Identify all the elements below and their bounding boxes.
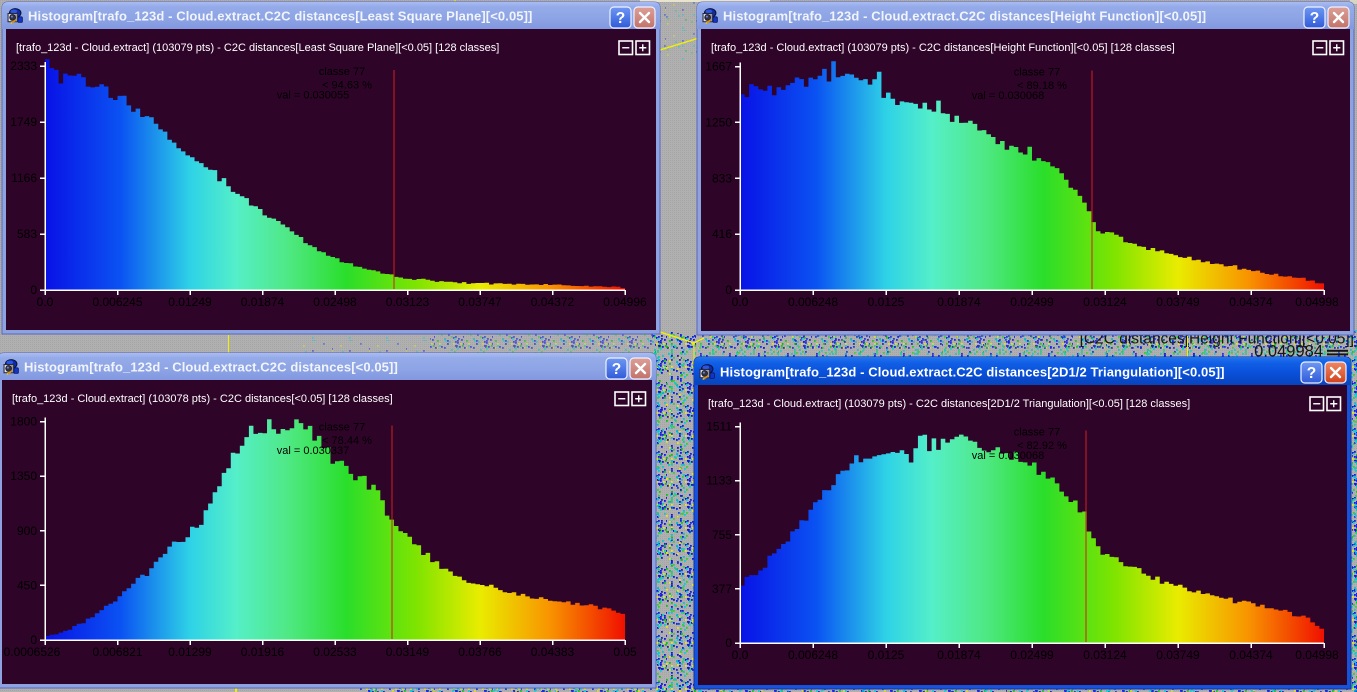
svg-text:0.01249: 0.01249	[168, 295, 212, 309]
svg-text:0.03749: 0.03749	[1156, 648, 1200, 662]
svg-text:0.0006526: 0.0006526	[4, 645, 61, 659]
svg-text:0.0125: 0.0125	[868, 648, 905, 662]
svg-text:0.01874: 0.01874	[937, 295, 981, 309]
svg-text:0.006821: 0.006821	[92, 645, 142, 659]
svg-text:?: ?	[612, 361, 621, 378]
svg-text:450: 450	[17, 578, 37, 592]
svg-text:[trafo_123d - Cloud.extract] (: [trafo_123d - Cloud.extract] (103078 pts…	[12, 393, 393, 405]
svg-text:Histogram[trafo_123d - Cloud.e: Histogram[trafo_123d - Cloud.extract.C2C…	[723, 9, 1206, 24]
svg-text:val = 0.030337: val = 0.030337	[277, 445, 349, 457]
svg-text:Histogram[trafo_123d - Cloud.e: Histogram[trafo_123d - Cloud.extract.C2C…	[24, 360, 398, 375]
svg-text:0.03123: 0.03123	[386, 295, 430, 309]
svg-text:1166: 1166	[11, 171, 37, 185]
svg-text:0.006248: 0.006248	[788, 648, 838, 662]
svg-text:0: 0	[30, 283, 37, 297]
svg-text:1667: 1667	[705, 60, 732, 74]
svg-text:1250: 1250	[705, 115, 732, 129]
svg-text:1511: 1511	[706, 420, 732, 434]
svg-text:< 94.63 %: < 94.63 %	[322, 80, 372, 92]
svg-text:0: 0	[725, 636, 732, 650]
svg-text:?: ?	[1310, 10, 1319, 27]
svg-text:0.03749: 0.03749	[1156, 295, 1200, 309]
svg-text:416: 416	[712, 227, 732, 241]
svg-text:0: 0	[30, 633, 37, 647]
svg-text:val = 0.030055: val = 0.030055	[277, 90, 349, 102]
svg-text:1800: 1800	[10, 415, 37, 429]
svg-text:0.03766: 0.03766	[458, 645, 502, 659]
svg-text:0.05: 0.05	[613, 645, 637, 659]
svg-text:0.04372: 0.04372	[531, 295, 575, 309]
svg-text:< 89.18 %: < 89.18 %	[1017, 80, 1067, 92]
svg-text:0.02499: 0.02499	[1010, 648, 1054, 662]
svg-text:1133: 1133	[706, 474, 732, 488]
svg-text:2333: 2333	[10, 59, 37, 73]
svg-text:classe 77: classe 77	[1014, 67, 1060, 79]
svg-text:[trafo_123d - Cloud.extract] (: [trafo_123d - Cloud.extract] (103079 pts…	[708, 398, 1190, 410]
svg-text:0.04383: 0.04383	[531, 645, 575, 659]
svg-text:classe 77: classe 77	[319, 422, 365, 434]
svg-text:val = 0.030068: val = 0.030068	[972, 450, 1044, 462]
svg-text:0.006248: 0.006248	[788, 295, 838, 309]
svg-text:?: ?	[1307, 365, 1316, 382]
svg-text:0.01874: 0.01874	[241, 295, 285, 309]
svg-text:[trafo_123d - Cloud.extract] (: [trafo_123d - Cloud.extract] (103079 pts…	[16, 42, 499, 54]
svg-text:classe 77: classe 77	[1014, 427, 1060, 439]
svg-text:1350: 1350	[10, 469, 37, 483]
svg-text:0.04998: 0.04998	[1295, 295, 1339, 309]
svg-text:0.0: 0.0	[37, 295, 54, 309]
svg-text:0.01916: 0.01916	[241, 645, 285, 659]
svg-text:0.02499: 0.02499	[1010, 295, 1054, 309]
svg-text:0.04996: 0.04996	[603, 295, 647, 309]
svg-text:0.006245: 0.006245	[92, 295, 142, 309]
svg-text:0: 0	[725, 283, 732, 297]
svg-text:Histogram[trafo_123d - Cloud.e: Histogram[trafo_123d - Cloud.extract.C2C…	[720, 365, 1225, 380]
svg-text:Histogram[trafo_123d - Cloud.e: Histogram[trafo_123d - Cloud.extract.C2C…	[28, 9, 532, 24]
svg-text:377: 377	[712, 582, 732, 596]
svg-text:[trafo_123d - Cloud.extract] (: [trafo_123d - Cloud.extract] (103079 pts…	[711, 42, 1175, 54]
svg-text:1749: 1749	[10, 115, 37, 129]
svg-text:0.03124: 0.03124	[1083, 648, 1127, 662]
svg-text:< 78.44 %: < 78.44 %	[322, 435, 372, 447]
svg-text:0.04998: 0.04998	[1295, 648, 1339, 662]
svg-text:0.04374: 0.04374	[1229, 648, 1273, 662]
svg-text:755: 755	[712, 528, 732, 542]
svg-text:< 82.92 %: < 82.92 %	[1017, 440, 1067, 452]
svg-text:0.02498: 0.02498	[313, 295, 357, 309]
svg-text:classe 77: classe 77	[319, 66, 365, 78]
svg-text:0.03124: 0.03124	[1083, 295, 1127, 309]
svg-text:0.03747: 0.03747	[458, 295, 502, 309]
svg-text:?: ?	[616, 10, 625, 27]
svg-text:0.03149: 0.03149	[386, 645, 430, 659]
svg-text:0.04374: 0.04374	[1229, 295, 1273, 309]
svg-text:833: 833	[712, 171, 732, 185]
svg-text:0.02533: 0.02533	[313, 645, 357, 659]
svg-text:0.0125: 0.0125	[868, 295, 905, 309]
svg-text:900: 900	[17, 524, 37, 538]
svg-text:583: 583	[17, 227, 37, 241]
svg-text:0.049984: 0.049984	[1254, 343, 1323, 361]
svg-text:val = 0.030068: val = 0.030068	[972, 90, 1044, 102]
svg-text:0.01874: 0.01874	[937, 648, 981, 662]
svg-text:0.0: 0.0	[732, 648, 749, 662]
svg-text:0.0: 0.0	[732, 295, 749, 309]
svg-text:0.01299: 0.01299	[168, 645, 212, 659]
